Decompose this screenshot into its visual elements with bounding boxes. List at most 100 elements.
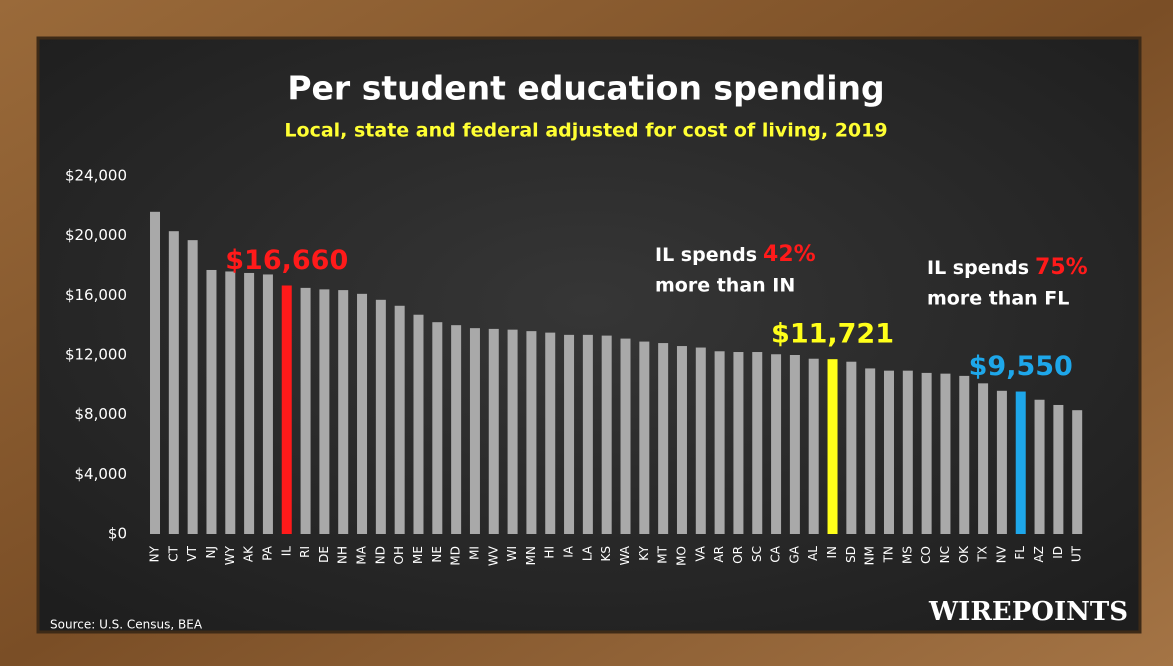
- x-tick-label: ID: [1051, 546, 1065, 559]
- bar: [432, 322, 443, 534]
- bar: [959, 375, 970, 534]
- annotation-text: IL spends: [927, 257, 1029, 279]
- x-tick-label: ND: [373, 546, 387, 564]
- y-tick-label: $20,000: [65, 226, 127, 244]
- x-tick-label: IL: [279, 546, 293, 557]
- x-tick-label: KS: [599, 546, 613, 562]
- bar: [168, 231, 179, 535]
- x-tick-label: MO: [674, 546, 688, 566]
- y-tick-label: $24,000: [65, 167, 127, 185]
- bar: [902, 370, 913, 534]
- x-tick-label: MD: [449, 546, 463, 566]
- x-tick-label: GA: [787, 545, 801, 563]
- x-tick-label: IN: [825, 546, 839, 559]
- bar: [187, 240, 198, 534]
- x-tick-label: KY: [637, 545, 651, 560]
- x-tick-label: TN: [881, 546, 895, 563]
- x-tick-label: RI: [298, 546, 312, 558]
- x-tick-label: NV: [994, 545, 1008, 563]
- bar: [865, 368, 876, 534]
- bar: [244, 272, 255, 534]
- x-tick-label: HI: [543, 546, 557, 559]
- bar: [469, 328, 480, 534]
- bar: [319, 289, 330, 534]
- x-tick-label: MN: [524, 546, 538, 565]
- x-tick-label: NM: [863, 546, 877, 565]
- bar: [545, 332, 556, 534]
- x-tick-label: MI: [467, 546, 481, 560]
- brand: WIREPOINTS: [928, 597, 1128, 627]
- bar: [676, 346, 687, 534]
- x-tick-label: SD: [844, 546, 858, 563]
- source: Source: U.S. Census, BEA: [50, 618, 203, 632]
- x-tick-label: WY: [223, 545, 237, 565]
- x-tick-label: OH: [392, 546, 406, 564]
- bar: [262, 274, 273, 534]
- bar: [996, 390, 1007, 534]
- x-tick-label: WV: [486, 545, 500, 566]
- x-tick-label: NH: [336, 546, 350, 564]
- x-tick-label: SC: [750, 546, 764, 562]
- y-tick-label: $0: [108, 525, 127, 543]
- x-tick-label: CT: [166, 545, 180, 561]
- bar: [695, 347, 706, 534]
- x-tick-label: WA: [618, 545, 632, 565]
- x-tick-label: CA: [769, 545, 783, 562]
- x-tick-label: AL: [806, 546, 820, 561]
- x-tick-label: MA: [355, 545, 369, 564]
- x-tick-label: FL: [1013, 546, 1027, 560]
- bar: [281, 285, 292, 534]
- x-tick-label: OR: [731, 546, 745, 564]
- x-tick-label: NJ: [204, 546, 218, 559]
- x-tick-label: ME: [411, 546, 425, 564]
- annotation-text: IL spends: [655, 244, 757, 266]
- bar: [526, 331, 537, 534]
- annotation-text: more than FL: [927, 288, 1069, 310]
- x-tick-label: AR: [712, 546, 726, 563]
- x-tick-label: CO: [919, 546, 933, 564]
- x-tick-label: AZ: [1032, 546, 1046, 562]
- annotation-highlight: 42%: [763, 242, 816, 267]
- annotation: IL spends 75%: [927, 255, 1088, 280]
- bar: [451, 325, 462, 534]
- value-label: $9,550: [969, 351, 1073, 382]
- bar: [300, 287, 311, 534]
- x-tick-label: NE: [430, 546, 444, 563]
- bar: [357, 293, 368, 534]
- y-tick-label: $4,000: [75, 465, 128, 483]
- bar: [488, 328, 499, 534]
- bar: [1053, 404, 1064, 534]
- y-tick-label: $8,000: [75, 405, 128, 423]
- bar: [1034, 399, 1045, 534]
- x-tick-label: OK: [957, 545, 971, 563]
- y-tick-label: $12,000: [65, 346, 127, 364]
- x-tick-label: VT: [185, 545, 199, 561]
- bar: [225, 271, 236, 534]
- bar: [564, 334, 575, 534]
- bar: [507, 329, 518, 534]
- bar: [714, 351, 725, 534]
- bar: [733, 352, 744, 534]
- value-label: $11,721: [771, 319, 894, 350]
- y-tick-label: $16,000: [65, 286, 127, 304]
- bar: [789, 355, 800, 534]
- x-tick-label: MS: [900, 546, 914, 564]
- bar: [620, 338, 631, 534]
- bar: [771, 354, 782, 534]
- bar: [658, 343, 669, 534]
- bar: [940, 373, 951, 534]
- bar: [808, 358, 819, 534]
- bar: [150, 211, 161, 535]
- bar: [1015, 391, 1026, 534]
- bar: [752, 352, 763, 534]
- x-tick-label: PA: [260, 545, 274, 560]
- bar: [601, 335, 612, 534]
- annotation: IL spends 42%: [655, 242, 816, 267]
- x-tick-label: WI: [505, 546, 519, 561]
- x-tick-label: AK: [242, 545, 256, 562]
- bar: [883, 370, 894, 534]
- x-tick-label: MT: [656, 545, 670, 563]
- bar: [338, 290, 349, 534]
